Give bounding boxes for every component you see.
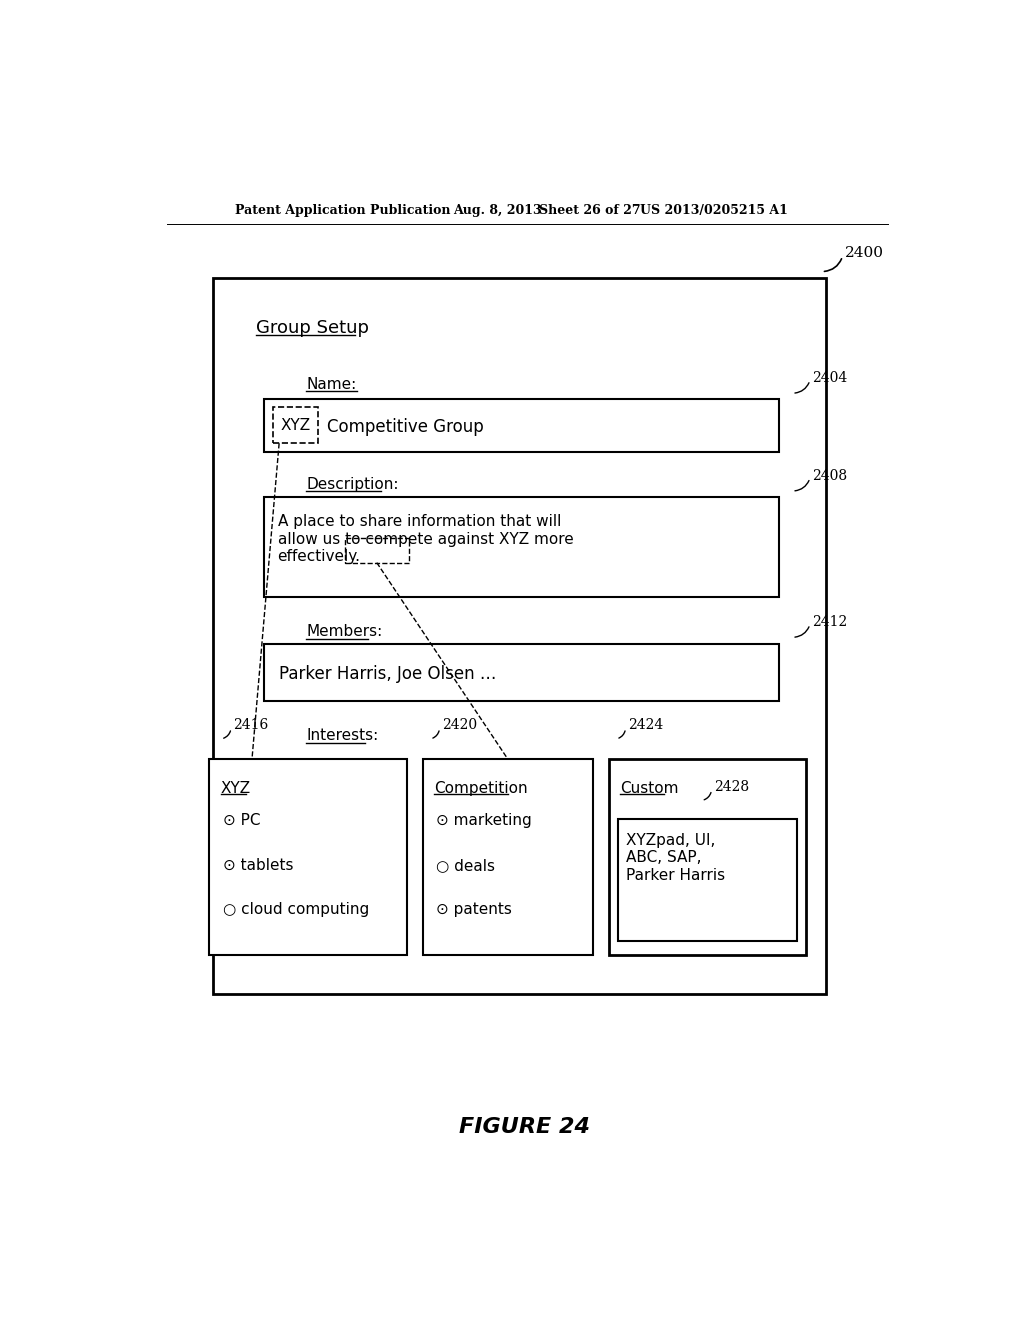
Text: 2404: 2404 bbox=[812, 371, 848, 385]
Text: XYZpad, UI,
ABC, SAP,
Parker Harris: XYZpad, UI, ABC, SAP, Parker Harris bbox=[626, 833, 725, 883]
Text: ⊙ PC: ⊙ PC bbox=[223, 813, 261, 828]
Bar bbox=[213, 277, 825, 994]
Text: A place to share information that will
allow us to compete against XYZ more
effe: A place to share information that will a… bbox=[278, 515, 573, 564]
Text: XYZ: XYZ bbox=[281, 417, 310, 433]
Bar bbox=[617, 818, 797, 941]
Text: 2400: 2400 bbox=[845, 246, 884, 260]
Text: Group Setup: Group Setup bbox=[256, 319, 369, 337]
Text: ⊙ patents: ⊙ patents bbox=[436, 903, 512, 917]
Text: FIGURE 24: FIGURE 24 bbox=[460, 1117, 590, 1137]
Text: Competitive Group: Competitive Group bbox=[328, 418, 484, 436]
Bar bbox=[273, 407, 317, 444]
Text: Patent Application Publication: Patent Application Publication bbox=[234, 205, 451, 218]
Text: 2412: 2412 bbox=[812, 615, 848, 628]
Bar bbox=[608, 759, 806, 956]
Text: Members:: Members: bbox=[306, 624, 383, 639]
Text: 2424: 2424 bbox=[628, 718, 664, 733]
Bar bbox=[263, 498, 779, 598]
Text: Parker Harris, Joe Olsen …: Parker Harris, Joe Olsen … bbox=[280, 665, 497, 682]
Bar bbox=[209, 759, 407, 956]
Text: Name:: Name: bbox=[306, 376, 356, 392]
Text: 2428: 2428 bbox=[714, 780, 749, 793]
Text: ⊙ tablets: ⊙ tablets bbox=[223, 858, 294, 873]
Text: Sheet 26 of 27: Sheet 26 of 27 bbox=[539, 205, 640, 218]
Text: ⊙ marketing: ⊙ marketing bbox=[436, 813, 532, 828]
Text: ○ deals: ○ deals bbox=[436, 858, 496, 873]
Text: Aug. 8, 2013: Aug. 8, 2013 bbox=[454, 205, 542, 218]
Text: Custom: Custom bbox=[621, 780, 679, 796]
Text: 2416: 2416 bbox=[233, 718, 268, 733]
Bar bbox=[263, 644, 779, 701]
Bar bbox=[263, 400, 779, 451]
Text: Interests:: Interests: bbox=[306, 729, 379, 743]
Bar bbox=[345, 539, 410, 562]
Text: 2408: 2408 bbox=[812, 469, 848, 483]
Text: US 2013/0205215 A1: US 2013/0205215 A1 bbox=[640, 205, 787, 218]
Bar bbox=[423, 759, 593, 956]
Text: Description:: Description: bbox=[306, 477, 398, 491]
Text: ○ cloud computing: ○ cloud computing bbox=[223, 903, 370, 917]
Text: Competition: Competition bbox=[434, 780, 527, 796]
Text: 2420: 2420 bbox=[442, 718, 477, 733]
Text: XYZ: XYZ bbox=[221, 780, 251, 796]
